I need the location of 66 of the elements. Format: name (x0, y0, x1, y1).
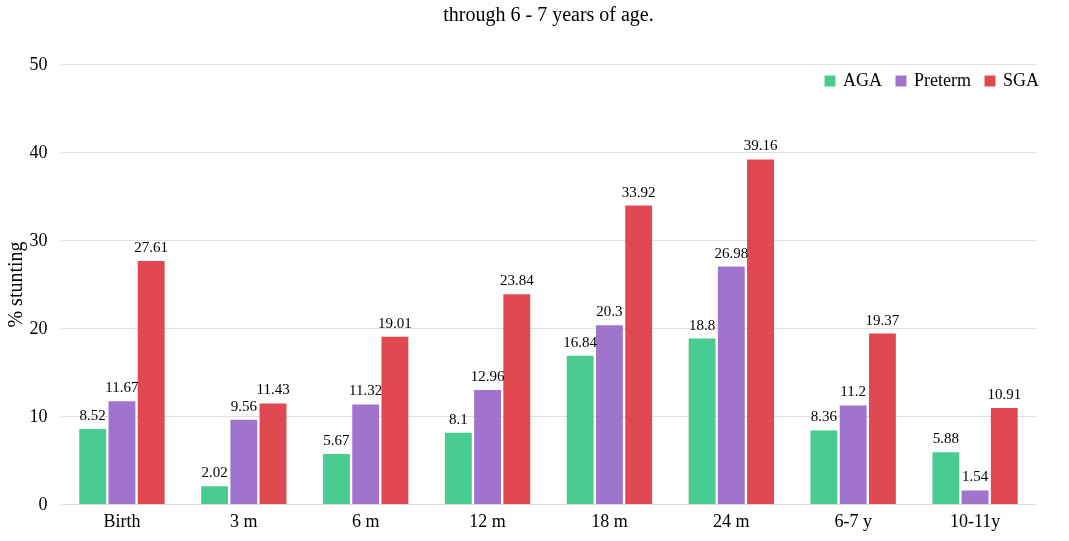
bar (625, 205, 653, 504)
bar (79, 429, 107, 504)
data-label: 5.88 (932, 430, 959, 447)
data-label: 23.84 (499, 272, 535, 289)
x-tick-label: 10-11y (949, 510, 1001, 531)
y-tick-label: 20 (29, 317, 48, 338)
data-label: 19.37 (865, 311, 900, 328)
x-tick-label: Birth (103, 510, 141, 531)
chart-title: through 6 - 7 years of age. (443, 3, 654, 26)
data-label: 1.54 (961, 468, 989, 485)
bar (932, 452, 960, 504)
bar (352, 404, 380, 504)
bar (444, 432, 472, 504)
data-label: 10.91 (987, 385, 1022, 402)
data-label: 11.67 (105, 379, 140, 396)
legend-label: SGA (1003, 70, 1040, 90)
y-tick-label: 40 (29, 141, 48, 162)
bar (323, 454, 350, 504)
x-tick-label: 6-7 y (834, 510, 872, 531)
data-label: 19.01 (378, 314, 412, 331)
x-tick-label: 18 m (591, 510, 628, 531)
data-label: 11.32 (349, 382, 383, 399)
legend-label: Preterm (914, 70, 971, 90)
bar (108, 401, 136, 504)
bar (259, 403, 287, 504)
bar (961, 490, 989, 504)
bar (596, 325, 623, 504)
y-tick-label: 30 (29, 229, 48, 250)
data-label: 16.84 (563, 333, 598, 350)
bar (868, 333, 896, 504)
data-label: 20.3 (596, 303, 623, 320)
bar (688, 338, 716, 504)
bar (137, 261, 165, 504)
x-tick-label: 3 m (230, 510, 258, 531)
data-label: 18.8 (688, 316, 716, 333)
bar (474, 389, 501, 504)
data-label: 8.36 (810, 408, 838, 425)
bar (566, 355, 594, 504)
bar (839, 405, 867, 504)
y-tick-label: 10 (29, 405, 48, 426)
y-axis-title: % stunting (3, 241, 27, 328)
bar (230, 419, 258, 504)
data-label: 9.56 (230, 397, 258, 414)
bar (990, 407, 1018, 504)
data-label: 11.2 (840, 383, 867, 400)
data-label: 39.16 (743, 137, 778, 154)
data-label: 12.96 (470, 367, 505, 384)
y-tick-label: 50 (29, 53, 48, 74)
bar (201, 486, 229, 504)
data-label: 8.1 (448, 410, 468, 427)
x-tick-label: 24 m (713, 510, 750, 531)
data-label: 27.61 (134, 239, 169, 256)
data-label: 8.52 (79, 407, 106, 424)
bar (381, 336, 409, 504)
data-label: 11.43 (256, 381, 290, 398)
bar (747, 159, 774, 504)
data-label: 33.92 (621, 183, 656, 200)
bar (717, 266, 745, 504)
data-label: 2.02 (201, 464, 228, 481)
bar (810, 430, 838, 504)
y-tick-label: 0 (38, 493, 48, 514)
legend-label: AGA (843, 70, 882, 90)
x-tick-label: 12 m (469, 510, 506, 531)
data-label: 5.67 (323, 432, 351, 449)
bar (503, 294, 531, 504)
x-tick-label: 6 m (351, 510, 380, 531)
